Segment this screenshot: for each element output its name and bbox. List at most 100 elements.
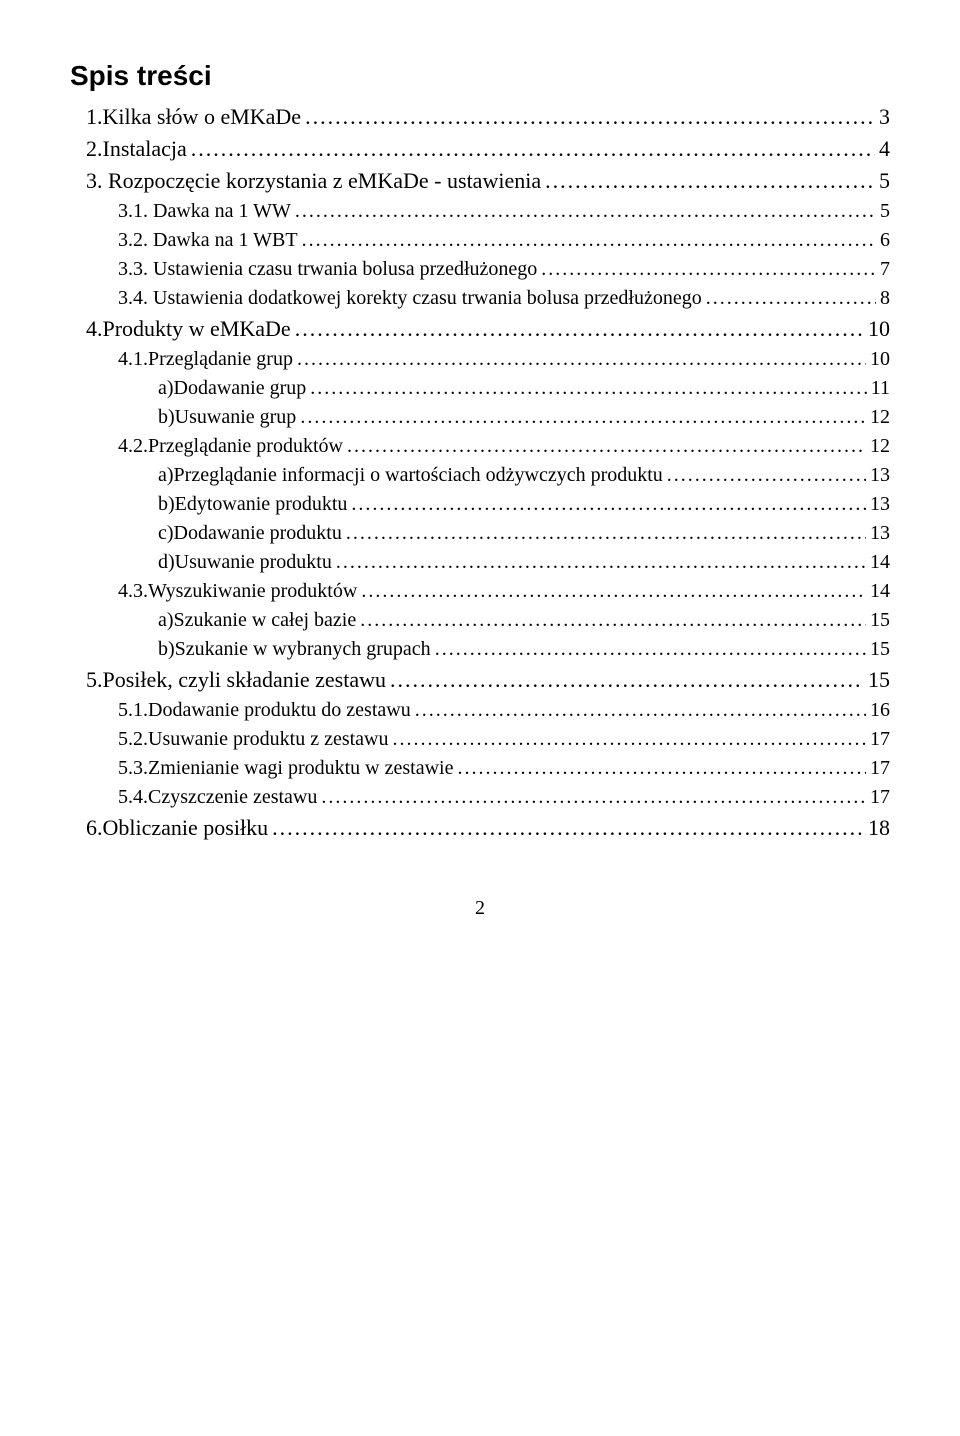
toc-entry-page: 17 (870, 757, 890, 780)
toc-leader-dots (297, 348, 866, 371)
toc-leader-dots (191, 136, 875, 162)
toc-entry-label: 3.3. Ustawienia czasu trwania bolusa prz… (118, 258, 537, 281)
toc-entry-page: 18 (868, 815, 890, 841)
toc-entry-label: 4.1.Przeglądanie grup (118, 348, 293, 371)
toc-leader-dots (435, 638, 866, 661)
toc-entry: a)Szukanie w całej bazie 15 (70, 609, 890, 632)
toc-entry-page: 13 (870, 493, 890, 516)
toc-entry-label: 3.1. Dawka na 1 WW (118, 200, 291, 223)
toc-entry-page: 4 (879, 136, 890, 162)
toc-entry: a)Dodawanie grup 11 (70, 377, 890, 400)
toc-entry-label: 4.3.Wyszukiwanie produktów (118, 580, 357, 603)
toc-entry-label: a)Dodawanie grup (158, 377, 306, 400)
toc-entry: 4.2.Przeglądanie produktów 12 (70, 435, 890, 458)
toc-entry: 4.3.Wyszukiwanie produktów 14 (70, 580, 890, 603)
toc-entry-label: 5.1.Dodawanie produktu do zestawu (118, 699, 411, 722)
toc-entry-label: d)Usuwanie produktu (158, 551, 332, 574)
toc-entry-page: 12 (870, 435, 890, 458)
toc-leader-dots (302, 229, 876, 252)
toc-entry: 3. Rozpoczęcie korzystania z eMKaDe - us… (70, 168, 890, 194)
toc-entry-page: 13 (870, 464, 890, 487)
toc-entry-label: 3.4. Ustawienia dodatkowej korekty czasu… (118, 287, 702, 310)
page-number: 2 (70, 897, 890, 920)
toc-entry-label: 5.4.Czyszczenie zestawu (118, 786, 317, 809)
toc-entry: 6.Obliczanie posiłku 18 (70, 815, 890, 841)
toc-entry-label: 5.Posiłek, czyli składanie zestawu (86, 667, 386, 693)
toc-leader-dots (390, 667, 864, 693)
toc-entry-label: b)Szukanie w wybranych grupach (158, 638, 431, 661)
toc-entry-page: 6 (880, 229, 890, 252)
toc-entry: 2.Instalacja 4 (70, 136, 890, 162)
toc-entry-label: 4.2.Przeglądanie produktów (118, 435, 343, 458)
toc-leader-dots (360, 609, 866, 632)
toc-list: 1.Kilka słów o eMKaDe 3 2.Instalacja 4 3. Ro… (70, 104, 890, 841)
toc-entry: 5.1.Dodawanie produktu do zestawu 16 (70, 699, 890, 722)
toc-leader-dots (545, 168, 875, 194)
toc-entry: b)Edytowanie produktu 13 (70, 493, 890, 516)
toc-entry-page: 15 (870, 638, 890, 661)
toc-leader-dots (706, 287, 876, 310)
toc-entry-page: 10 (868, 316, 890, 342)
toc-leader-dots (346, 522, 866, 545)
toc-entry: 3.4. Ustawienia dodatkowej korekty czasu… (70, 287, 890, 310)
toc-leader-dots (361, 580, 866, 603)
toc-entry-page: 15 (868, 667, 890, 693)
toc-leader-dots (667, 464, 866, 487)
toc-entry-page: 15 (870, 609, 890, 632)
toc-entry: 3.1. Dawka na 1 WW 5 (70, 200, 890, 223)
toc-leader-dots (541, 258, 876, 281)
toc-entry: d)Usuwanie produktu 14 (70, 551, 890, 574)
toc-entry-label: a)Przeglądanie informacji o wartościach … (158, 464, 663, 487)
toc-entry-page: 12 (870, 406, 890, 429)
toc-entry: 1.Kilka słów o eMKaDe 3 (70, 104, 890, 130)
toc-leader-dots (351, 493, 866, 516)
toc-entry-label: 1.Kilka słów o eMKaDe (86, 104, 301, 130)
toc-entry-label: c)Dodawanie produktu (158, 522, 342, 545)
toc-entry-label: 6.Obliczanie posiłku (86, 815, 268, 841)
toc-entry-label: 3. Rozpoczęcie korzystania z eMKaDe - us… (86, 168, 541, 194)
toc-entry-label: 2.Instalacja (86, 136, 187, 162)
toc-leader-dots (457, 757, 866, 780)
toc-entry-page: 17 (870, 786, 890, 809)
toc-entry-label: a)Szukanie w całej bazie (158, 609, 356, 632)
toc-entry: b)Szukanie w wybranych grupach 15 (70, 638, 890, 661)
toc-entry: 5.Posiłek, czyli składanie zestawu 15 (70, 667, 890, 693)
toc-entry-label: 5.2.Usuwanie produktu z zestawu (118, 728, 389, 751)
toc-entry-page: 8 (880, 287, 890, 310)
page-title: Spis treści (70, 60, 890, 92)
toc-entry-label: 4.Produkty w eMKaDe (86, 316, 291, 342)
toc-entry-page: 11 (871, 377, 890, 400)
toc-entry: 4.1.Przeglądanie grup 10 (70, 348, 890, 371)
toc-entry-label: 5.3.Zmienianie wagi produktu w zestawie (118, 757, 453, 780)
toc-leader-dots (415, 699, 866, 722)
toc-entry-page: 3 (879, 104, 890, 130)
toc-entry-page: 10 (870, 348, 890, 371)
toc-entry: a)Przeglądanie informacji o wartościach … (70, 464, 890, 487)
toc-entry-page: 16 (870, 699, 890, 722)
toc-entry-page: 14 (870, 580, 890, 603)
toc-leader-dots (321, 786, 866, 809)
toc-entry: b)Usuwanie grup 12 (70, 406, 890, 429)
toc-entry-label: b)Usuwanie grup (158, 406, 296, 429)
toc-leader-dots (295, 200, 876, 223)
toc-entry-page: 14 (870, 551, 890, 574)
toc-entry-page: 17 (870, 728, 890, 751)
toc-leader-dots (347, 435, 866, 458)
toc-entry: 5.4.Czyszczenie zestawu 17 (70, 786, 890, 809)
toc-entry-label: 3.2. Dawka na 1 WBT (118, 229, 298, 252)
toc-entry: 5.2.Usuwanie produktu z zestawu 17 (70, 728, 890, 751)
toc-leader-dots (336, 551, 866, 574)
toc-entry: c)Dodawanie produktu 13 (70, 522, 890, 545)
toc-entry: 3.2. Dawka na 1 WBT 6 (70, 229, 890, 252)
toc-entry-page: 5 (880, 200, 890, 223)
toc-entry-label: b)Edytowanie produktu (158, 493, 347, 516)
toc-leader-dots (305, 104, 875, 130)
toc-leader-dots (310, 377, 866, 400)
toc-entry-page: 13 (870, 522, 890, 545)
toc-entry: 5.3.Zmienianie wagi produktu w zestawie 1… (70, 757, 890, 780)
toc-entry-page: 5 (879, 168, 890, 194)
toc-entry: 4.Produkty w eMKaDe 10 (70, 316, 890, 342)
toc-leader-dots (300, 406, 866, 429)
toc-leader-dots (295, 316, 864, 342)
toc-entry: 3.3. Ustawienia czasu trwania bolusa prz… (70, 258, 890, 281)
